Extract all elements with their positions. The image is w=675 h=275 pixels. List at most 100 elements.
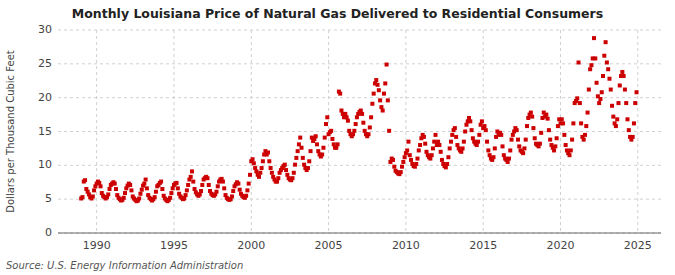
x-grid-line xyxy=(96,30,97,233)
point xyxy=(414,162,418,166)
point xyxy=(525,124,529,128)
point xyxy=(137,196,141,200)
point xyxy=(190,169,194,173)
point xyxy=(267,159,271,163)
point xyxy=(484,128,488,132)
point xyxy=(144,178,148,182)
point xyxy=(300,146,304,150)
point xyxy=(354,122,358,126)
point xyxy=(80,195,84,199)
point xyxy=(324,122,328,126)
point xyxy=(564,143,568,147)
point xyxy=(631,135,635,139)
point xyxy=(176,186,180,190)
x-tick-label: 2025 xyxy=(624,239,652,252)
point xyxy=(145,186,149,190)
point xyxy=(114,187,118,191)
point xyxy=(207,183,211,187)
point xyxy=(270,171,274,175)
point xyxy=(592,36,596,40)
point xyxy=(568,153,572,157)
point xyxy=(462,140,466,144)
point xyxy=(586,111,590,115)
point xyxy=(377,88,381,92)
point xyxy=(548,138,552,142)
point xyxy=(185,188,189,192)
point xyxy=(386,98,390,102)
point xyxy=(453,126,457,130)
point xyxy=(422,135,426,139)
point xyxy=(400,165,404,169)
point xyxy=(244,194,248,198)
point xyxy=(584,124,588,128)
point xyxy=(248,173,252,177)
point xyxy=(123,191,127,195)
point xyxy=(445,162,449,166)
y-grid-line xyxy=(58,165,661,166)
point xyxy=(610,104,614,108)
point xyxy=(236,182,240,186)
point xyxy=(369,115,373,119)
point xyxy=(448,146,452,150)
point xyxy=(607,77,611,81)
point xyxy=(470,128,474,132)
point xyxy=(409,158,413,162)
x-tick-label: 2005 xyxy=(315,239,343,252)
point xyxy=(449,140,453,144)
point xyxy=(510,138,514,142)
point xyxy=(191,180,195,184)
point xyxy=(378,98,382,102)
point xyxy=(293,163,297,167)
point xyxy=(533,136,537,140)
point xyxy=(153,195,157,199)
point xyxy=(529,111,533,115)
point xyxy=(392,165,396,169)
point xyxy=(602,54,606,58)
point xyxy=(485,140,489,144)
y-grid-line xyxy=(58,233,661,234)
point xyxy=(309,149,313,153)
point xyxy=(618,83,622,87)
point xyxy=(367,132,371,136)
point xyxy=(99,184,103,188)
point xyxy=(168,196,172,200)
point xyxy=(284,168,288,172)
point xyxy=(330,137,334,141)
point xyxy=(296,149,300,153)
point xyxy=(493,146,497,150)
point xyxy=(575,96,579,100)
point xyxy=(582,138,586,142)
point xyxy=(417,148,421,152)
point xyxy=(306,166,310,170)
point xyxy=(276,176,280,180)
point xyxy=(399,170,403,174)
y-grid-line xyxy=(58,30,661,31)
point xyxy=(406,140,410,144)
point xyxy=(538,142,542,146)
point xyxy=(560,117,564,121)
point xyxy=(507,157,511,161)
point xyxy=(579,121,583,125)
point xyxy=(606,67,610,71)
point xyxy=(329,129,333,133)
point xyxy=(214,190,218,194)
point xyxy=(298,136,302,140)
point xyxy=(530,115,534,119)
point xyxy=(492,155,496,159)
point xyxy=(307,159,311,163)
point xyxy=(600,90,604,94)
point xyxy=(205,176,209,180)
point xyxy=(418,143,422,147)
point xyxy=(401,160,405,164)
point xyxy=(450,133,454,137)
point xyxy=(476,140,480,144)
point xyxy=(614,124,618,128)
y-tick-label: 20 xyxy=(38,91,52,104)
point xyxy=(569,148,573,152)
point xyxy=(370,102,374,106)
point xyxy=(499,133,503,137)
point xyxy=(258,171,262,175)
point xyxy=(252,161,256,165)
point xyxy=(128,183,132,187)
point xyxy=(221,180,225,184)
